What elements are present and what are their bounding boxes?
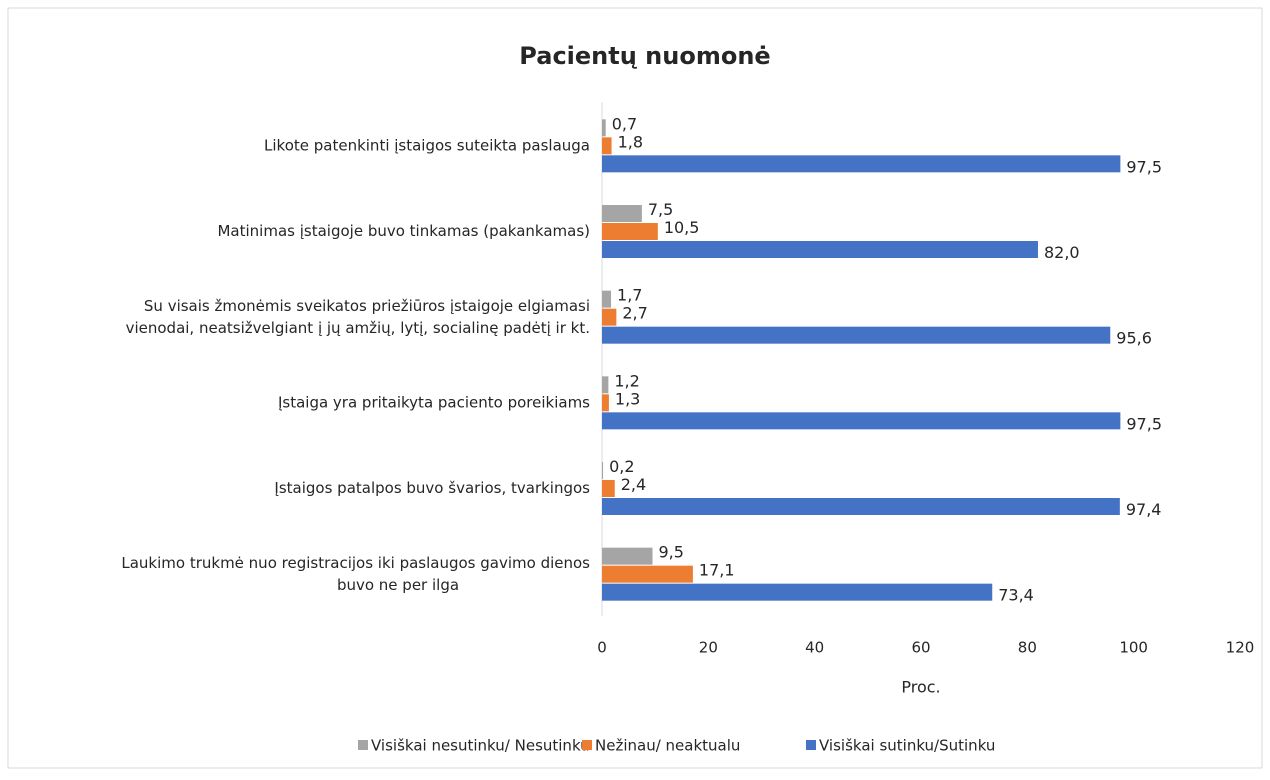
data-label: 82,0 (1044, 243, 1080, 262)
x-tick-label: 100 (1119, 639, 1148, 657)
bar (602, 498, 1120, 515)
data-label: 1,3 (615, 389, 640, 408)
x-tick-label: 40 (805, 639, 824, 657)
bar (602, 155, 1121, 173)
y-tick-label: Matinimas įstaigoje buvo tinkamas (pakan… (217, 222, 590, 240)
y-tick-label: Įstaigos patalpos buvo švarios, tvarking… (274, 479, 590, 497)
legend-label: Nežinau/ neaktualu (595, 737, 740, 755)
bar (602, 547, 653, 565)
bar (602, 565, 693, 583)
data-label: 17,1 (699, 561, 735, 580)
bar (602, 290, 612, 308)
data-label: 0,2 (609, 457, 634, 476)
bar (602, 394, 609, 412)
data-label: 95,6 (1116, 329, 1152, 348)
data-label: 97,5 (1126, 414, 1162, 433)
legend-label: Visiškai sutinku/Sutinku (819, 737, 995, 755)
y-tick-label: Likote patenkinti įstaigos suteikta pasl… (264, 136, 590, 154)
data-label: 1,2 (614, 371, 639, 390)
data-label: 97,5 (1126, 157, 1162, 176)
bar (602, 583, 993, 601)
bar (602, 462, 604, 479)
data-label: 73,4 (998, 586, 1034, 605)
x-tick-label: 120 (1226, 639, 1255, 657)
bar (602, 241, 1038, 258)
x-tick-label: 60 (911, 639, 930, 657)
y-tick-label: Įstaiga yra pritaikyta paciento poreikia… (278, 393, 590, 411)
bar (602, 119, 606, 137)
bar (602, 205, 642, 222)
legend-marker (358, 740, 368, 750)
bar (602, 308, 617, 326)
legend-marker (806, 740, 816, 750)
x-tick-label: 80 (1018, 639, 1037, 657)
data-label: 2,4 (621, 475, 646, 494)
data-label: 9,5 (659, 543, 684, 562)
bar (602, 223, 658, 240)
legend-label: Visiškai nesutinku/ Nesutinku (371, 737, 590, 755)
chart-border (7, 7, 1263, 769)
chart-title: Pacientų nuomonė (519, 42, 770, 70)
bar (602, 412, 1121, 430)
data-label: 1,7 (617, 286, 642, 305)
data-label: 10,5 (664, 218, 700, 237)
bar (602, 376, 609, 394)
data-label: 0,7 (612, 114, 637, 133)
bar (602, 137, 612, 155)
x-tick-label: 0 (597, 639, 607, 657)
data-label: 1,8 (618, 132, 643, 151)
y-tick-label: Laukimo trukmė nuo registracijos iki pas… (121, 554, 590, 594)
data-label: 97,4 (1126, 500, 1162, 519)
bar (602, 480, 615, 497)
legend-marker (582, 740, 592, 750)
data-label: 2,7 (622, 304, 647, 323)
bar (602, 326, 1111, 344)
x-axis-label: Proc. (901, 678, 940, 697)
x-tick-label: 20 (699, 639, 718, 657)
data-label: 7,5 (648, 200, 673, 219)
y-tick-label: Su visais žmonėmis sveikatos priežiūros … (126, 297, 590, 337)
